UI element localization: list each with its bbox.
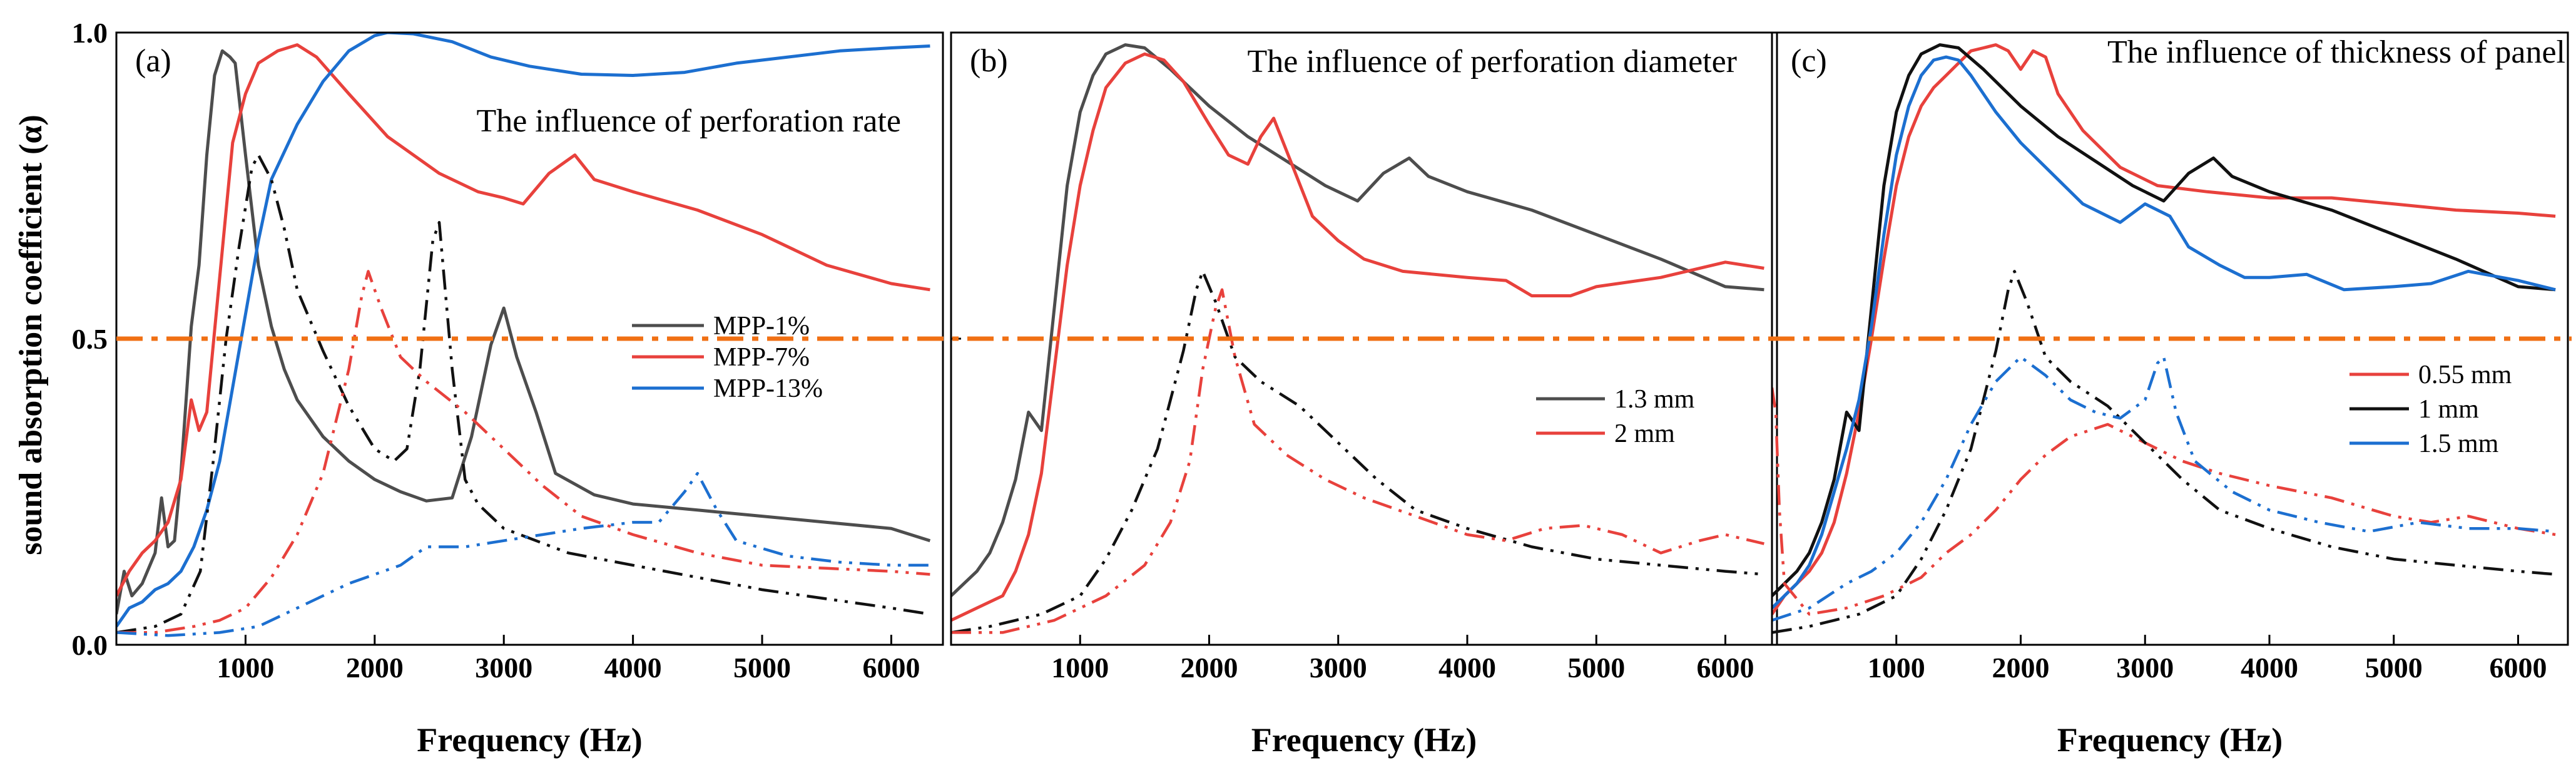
series-line-1-5-mm-solid [1772, 55, 2556, 610]
legend-label: 0.55 mm [2418, 361, 2512, 389]
y-axis-label-group: sound absorption coefficient (α) [13, 115, 49, 555]
series-line-1-5-mm-dash-dot [1772, 356, 2556, 622]
x-tick-label: 2000 [1992, 652, 2050, 684]
x-axis-label: Frequency (Hz) [417, 721, 642, 759]
x-tick-label: 2000 [1181, 652, 1238, 684]
series-line-1-3-mm-solid [951, 43, 1764, 597]
x-axis-label: Frequency (Hz) [2057, 721, 2283, 759]
series-line-0-55-mm-solid [1772, 43, 2556, 615]
panel-c: 1000 2000 3000 4000 5000 6000 Frequency (Hz) (c… [1771, 31, 2569, 759]
series-group [1772, 43, 2556, 634]
series-line-2-mm-dash-dot [951, 288, 1764, 634]
panel-title: The influence of perforation diameter [1247, 44, 1737, 80]
series-line-1-mm-dash-dot [1772, 270, 2556, 634]
x-tick-label: 3000 [1310, 652, 1367, 684]
x-tick-label: 4000 [1438, 652, 1496, 684]
x-tick-label: 5000 [733, 652, 791, 684]
x-tick-label: 4000 [604, 652, 662, 684]
y-tick-label: 0.5 [72, 323, 108, 355]
x-axis-label: Frequency (Hz) [1251, 721, 1477, 759]
panel-tag: (a) [135, 43, 171, 79]
series-line-mpp-13-solid [116, 33, 930, 628]
series-line-1-mm-solid [1772, 43, 2556, 597]
panel-tag: (c) [1791, 43, 1827, 79]
series-line-1-3-mm-dash-dot [951, 270, 1764, 634]
x-tick-label: 2000 [346, 652, 404, 684]
panel-b: 1000 2000 3000 4000 5000 6000 Frequency (Hz) (b… [950, 31, 1778, 759]
legend-label: 1 mm [2418, 395, 2479, 424]
panel-a: 1000 2000 3000 4000 5000 6000 0.0 0.5 1.0 Frequen… [72, 17, 944, 759]
series-line-mpp-13-dash-dot [116, 471, 930, 637]
x-tick-label: 6000 [862, 652, 920, 684]
x-tick-label: 1000 [216, 652, 274, 684]
panel-tag: (b) [970, 43, 1008, 79]
x-tick-label: 6000 [2490, 652, 2547, 684]
y-axis-label: sound absorption coefficient (α) [13, 115, 49, 555]
series-line-2-mm-solid [951, 52, 1764, 622]
panel-title: The influence of thickness of panel [2107, 34, 2565, 70]
y-tick-label: 1.0 [72, 17, 108, 49]
x-tick-label: 3000 [2116, 652, 2174, 684]
x-tick-label: 3000 [475, 652, 532, 684]
legend-label: 2 mm [1614, 419, 1675, 448]
y-tick-label: 0.0 [72, 629, 108, 661]
series-group [951, 43, 1764, 634]
x-tick-label: 5000 [2365, 652, 2423, 684]
series-line-0-55-mm-dash-dot [1772, 387, 2556, 616]
x-tick-label: 5000 [1567, 652, 1625, 684]
legend-label: MPP-13% [713, 374, 823, 403]
panel-title: The influence of perforation rate [476, 103, 901, 139]
x-tick-label: 6000 [1697, 652, 1754, 684]
x-tick-label: 1000 [1051, 652, 1109, 684]
legend-label: MPP-1% [713, 312, 810, 341]
legend-label: 1.5 mm [2418, 429, 2499, 458]
x-tick-label: 4000 [2241, 652, 2298, 684]
series-line-mpp-1-solid [116, 49, 931, 615]
series-line-mpp-7-solid [116, 43, 930, 597]
legend-label: MPP-7% [713, 343, 810, 372]
legend-label: 1.3 mm [1614, 385, 1695, 414]
x-tick-label: 1000 [1868, 652, 1925, 684]
